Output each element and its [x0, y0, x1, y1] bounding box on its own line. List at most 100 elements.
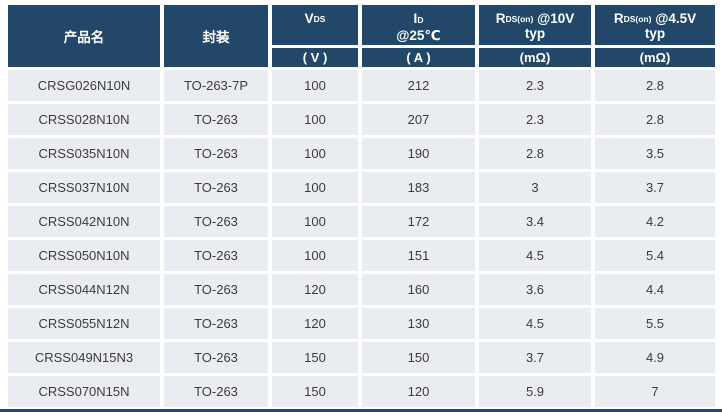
cell-product-name: CRSS042N10N: [8, 206, 160, 237]
cell-rds-10v: 2.8: [479, 138, 591, 169]
cell-id: 190: [362, 138, 475, 169]
header-id-symbol: ID @25℃: [362, 5, 475, 45]
vds-subscript: DS: [313, 14, 326, 24]
table-row: CRSG026N10N TO-263-7P 100 212 2.3 2.8: [8, 70, 715, 101]
rds10-condition: @10V: [533, 11, 575, 26]
table-row: CRSS042N10N TO-263 100 172 3.4 4.2: [8, 206, 715, 237]
cell-product-name: CRSS044N12N: [8, 274, 160, 305]
table-body: CRSG026N10N TO-263-7P 100 212 2.3 2.8 CR…: [8, 70, 715, 407]
cell-vds: 120: [272, 308, 358, 339]
header-package-label: 封装: [202, 30, 230, 45]
cell-id: 120: [362, 376, 475, 407]
header-vds-symbol: VDS: [272, 5, 358, 45]
header-divider: [362, 45, 475, 48]
cell-rds-4v5: 4.4: [595, 274, 715, 305]
rds45-symbol: R: [613, 11, 624, 26]
cell-id: 183: [362, 172, 475, 203]
rds10-symbol: R: [495, 11, 506, 26]
rds45-typ: typ: [644, 26, 666, 41]
cell-product-name: CRSS037N10N: [8, 172, 160, 203]
header-product-label: 产品名: [63, 30, 105, 45]
header-rds45-symbol: RDS(on) @4.5V typ: [595, 5, 715, 45]
cell-product-name: CRSS028N10N: [8, 104, 160, 135]
cell-package: TO-263: [164, 274, 268, 305]
header-package: 封装: [164, 5, 268, 67]
product-spec-table: 产品名 封装 VDS ( V ) ID @25℃ ( A ) RDS(on) @…: [8, 5, 715, 407]
cell-rds-10v: 3.7: [479, 342, 591, 373]
rds10-subscript: DS(on): [505, 14, 534, 24]
cell-product-name: CRSS035N10N: [8, 138, 160, 169]
table-row: CRSS035N10N TO-263 100 190 2.8 3.5: [8, 138, 715, 169]
cell-vds: 120: [272, 274, 358, 305]
cell-rds-10v: 5.9: [479, 376, 591, 407]
cell-rds-4v5: 4.2: [595, 206, 715, 237]
cell-rds-10v: 2.3: [479, 70, 591, 101]
cell-vds: 100: [272, 70, 358, 101]
header-rds10-symbol: RDS(on) @10V typ: [479, 5, 591, 45]
cell-product-name: CRSS070N15N: [8, 376, 160, 407]
cell-rds-4v5: 2.8: [595, 104, 715, 135]
cell-vds: 100: [272, 206, 358, 237]
cell-id: 172: [362, 206, 475, 237]
cell-vds: 150: [272, 376, 358, 407]
cell-rds-4v5: 3.5: [595, 138, 715, 169]
header-rds-10v: RDS(on) @10V typ (mΩ): [479, 5, 591, 67]
cell-product-name: CRSS049N15N3: [8, 342, 160, 373]
id-subscript: D: [417, 15, 424, 25]
cell-rds-10v: 3.6: [479, 274, 591, 305]
header-rds45-unit: (mΩ): [595, 48, 715, 67]
cell-product-name: CRSS055N12N: [8, 308, 160, 339]
rds10-typ: typ: [524, 26, 546, 41]
table-row: CRSS055N12N TO-263 120 130 4.5 5.5: [8, 308, 715, 339]
cell-vds: 100: [272, 240, 358, 271]
table-row: CRSS037N10N TO-263 100 183 3 3.7: [8, 172, 715, 203]
cell-vds: 100: [272, 104, 358, 135]
header-product-name: 产品名: [8, 5, 160, 67]
id-condition: @25℃: [396, 28, 441, 43]
bottom-rule: [0, 409, 722, 412]
rds45-subscript: DS(on): [623, 14, 652, 24]
header-id-unit: ( A ): [362, 48, 475, 67]
cell-vds: 100: [272, 138, 358, 169]
cell-id: 160: [362, 274, 475, 305]
cell-rds-4v5: 2.8: [595, 70, 715, 101]
cell-rds-4v5: 3.7: [595, 172, 715, 203]
cell-package: TO-263: [164, 376, 268, 407]
cell-rds-4v5: 4.9: [595, 342, 715, 373]
header-vds: VDS ( V ): [272, 5, 358, 67]
cell-package: TO-263: [164, 308, 268, 339]
header-divider: [272, 45, 358, 48]
cell-package: TO-263: [164, 172, 268, 203]
cell-rds-4v5: 7: [595, 376, 715, 407]
cell-package: TO-263-7P: [164, 70, 268, 101]
cell-id: 212: [362, 70, 475, 101]
cell-id: 150: [362, 342, 475, 373]
cell-package: TO-263: [164, 342, 268, 373]
cell-rds-10v: 3.4: [479, 206, 591, 237]
table-row: CRSS044N12N TO-263 120 160 3.6 4.4: [8, 274, 715, 305]
header-divider: [479, 45, 591, 48]
table-row: CRSS070N15N TO-263 150 120 5.9 7: [8, 376, 715, 407]
header-vds-unit: ( V ): [272, 48, 358, 67]
table-row: CRSS049N15N3 TO-263 150 150 3.7 4.9: [8, 342, 715, 373]
cell-id: 207: [362, 104, 475, 135]
cell-rds-10v: 4.5: [479, 240, 591, 271]
header-divider: [595, 45, 715, 48]
cell-id: 151: [362, 240, 475, 271]
id-symbol: I: [413, 11, 418, 26]
cell-rds-4v5: 5.4: [595, 240, 715, 271]
cell-product-name: CRSS050N10N: [8, 240, 160, 271]
header-rds10-unit: (mΩ): [479, 48, 591, 67]
table-row: CRSS050N10N TO-263 100 151 4.5 5.4: [8, 240, 715, 271]
header-id: ID @25℃ ( A ): [362, 5, 475, 67]
header-rds-4v5: RDS(on) @4.5V typ (mΩ): [595, 5, 715, 67]
cell-product-name: CRSG026N10N: [8, 70, 160, 101]
table-row: CRSS028N10N TO-263 100 207 2.3 2.8: [8, 104, 715, 135]
cell-rds-10v: 2.3: [479, 104, 591, 135]
cell-rds-10v: 4.5: [479, 308, 591, 339]
cell-vds: 150: [272, 342, 358, 373]
vds-symbol: V: [304, 11, 314, 26]
rds45-condition: @4.5V: [651, 11, 697, 26]
cell-id: 130: [362, 308, 475, 339]
cell-package: TO-263: [164, 240, 268, 271]
